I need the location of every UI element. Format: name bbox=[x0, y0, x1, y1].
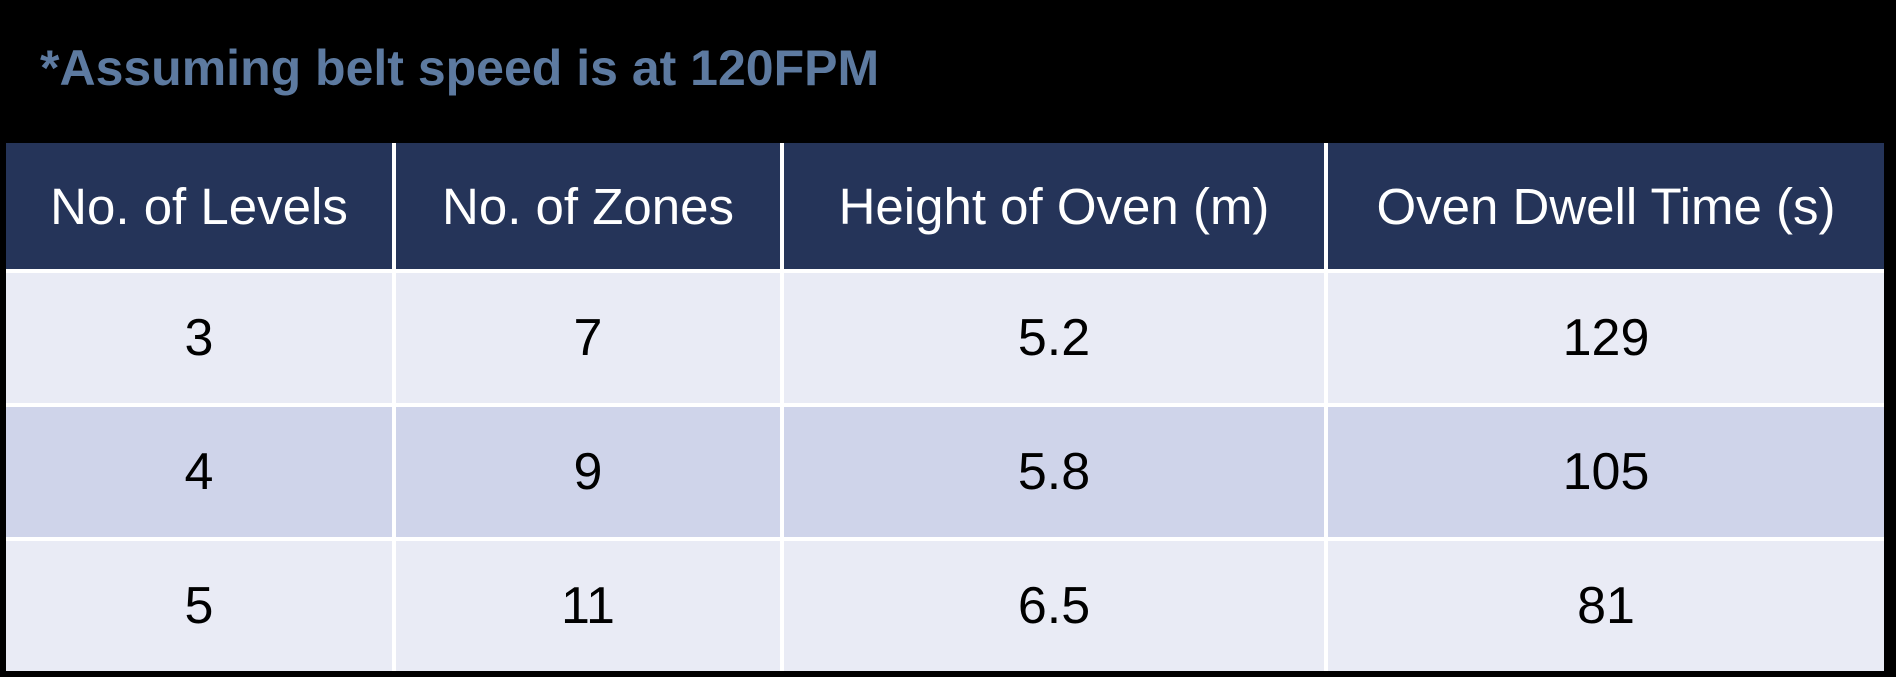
header-zones: No. of Zones bbox=[396, 143, 780, 269]
cell-zones: 11 bbox=[396, 541, 780, 671]
cell-dwell-time: 105 bbox=[1328, 407, 1884, 537]
header-oven-height: Height of Oven (m) bbox=[784, 143, 1324, 269]
header-dwell-time: Oven Dwell Time (s) bbox=[1328, 143, 1884, 269]
cell-zones: 9 bbox=[396, 407, 780, 537]
note-banner: *Assuming belt speed is at 120FPM bbox=[6, 6, 1884, 130]
cell-oven-height: 6.5 bbox=[784, 541, 1324, 671]
cell-dwell-time: 81 bbox=[1328, 541, 1884, 671]
cell-dwell-time: 129 bbox=[1328, 273, 1884, 403]
cell-levels: 4 bbox=[6, 407, 392, 537]
cell-oven-height: 5.8 bbox=[784, 407, 1324, 537]
cell-levels: 3 bbox=[6, 273, 392, 403]
cell-oven-height: 5.2 bbox=[784, 273, 1324, 403]
cell-zones: 7 bbox=[396, 273, 780, 403]
belt-speed-note: *Assuming belt speed is at 120FPM bbox=[40, 40, 880, 96]
oven-specs-table: No. of Levels No. of Zones Height of Ove… bbox=[6, 143, 1884, 671]
header-levels: No. of Levels bbox=[6, 143, 392, 269]
cell-levels: 5 bbox=[6, 541, 392, 671]
